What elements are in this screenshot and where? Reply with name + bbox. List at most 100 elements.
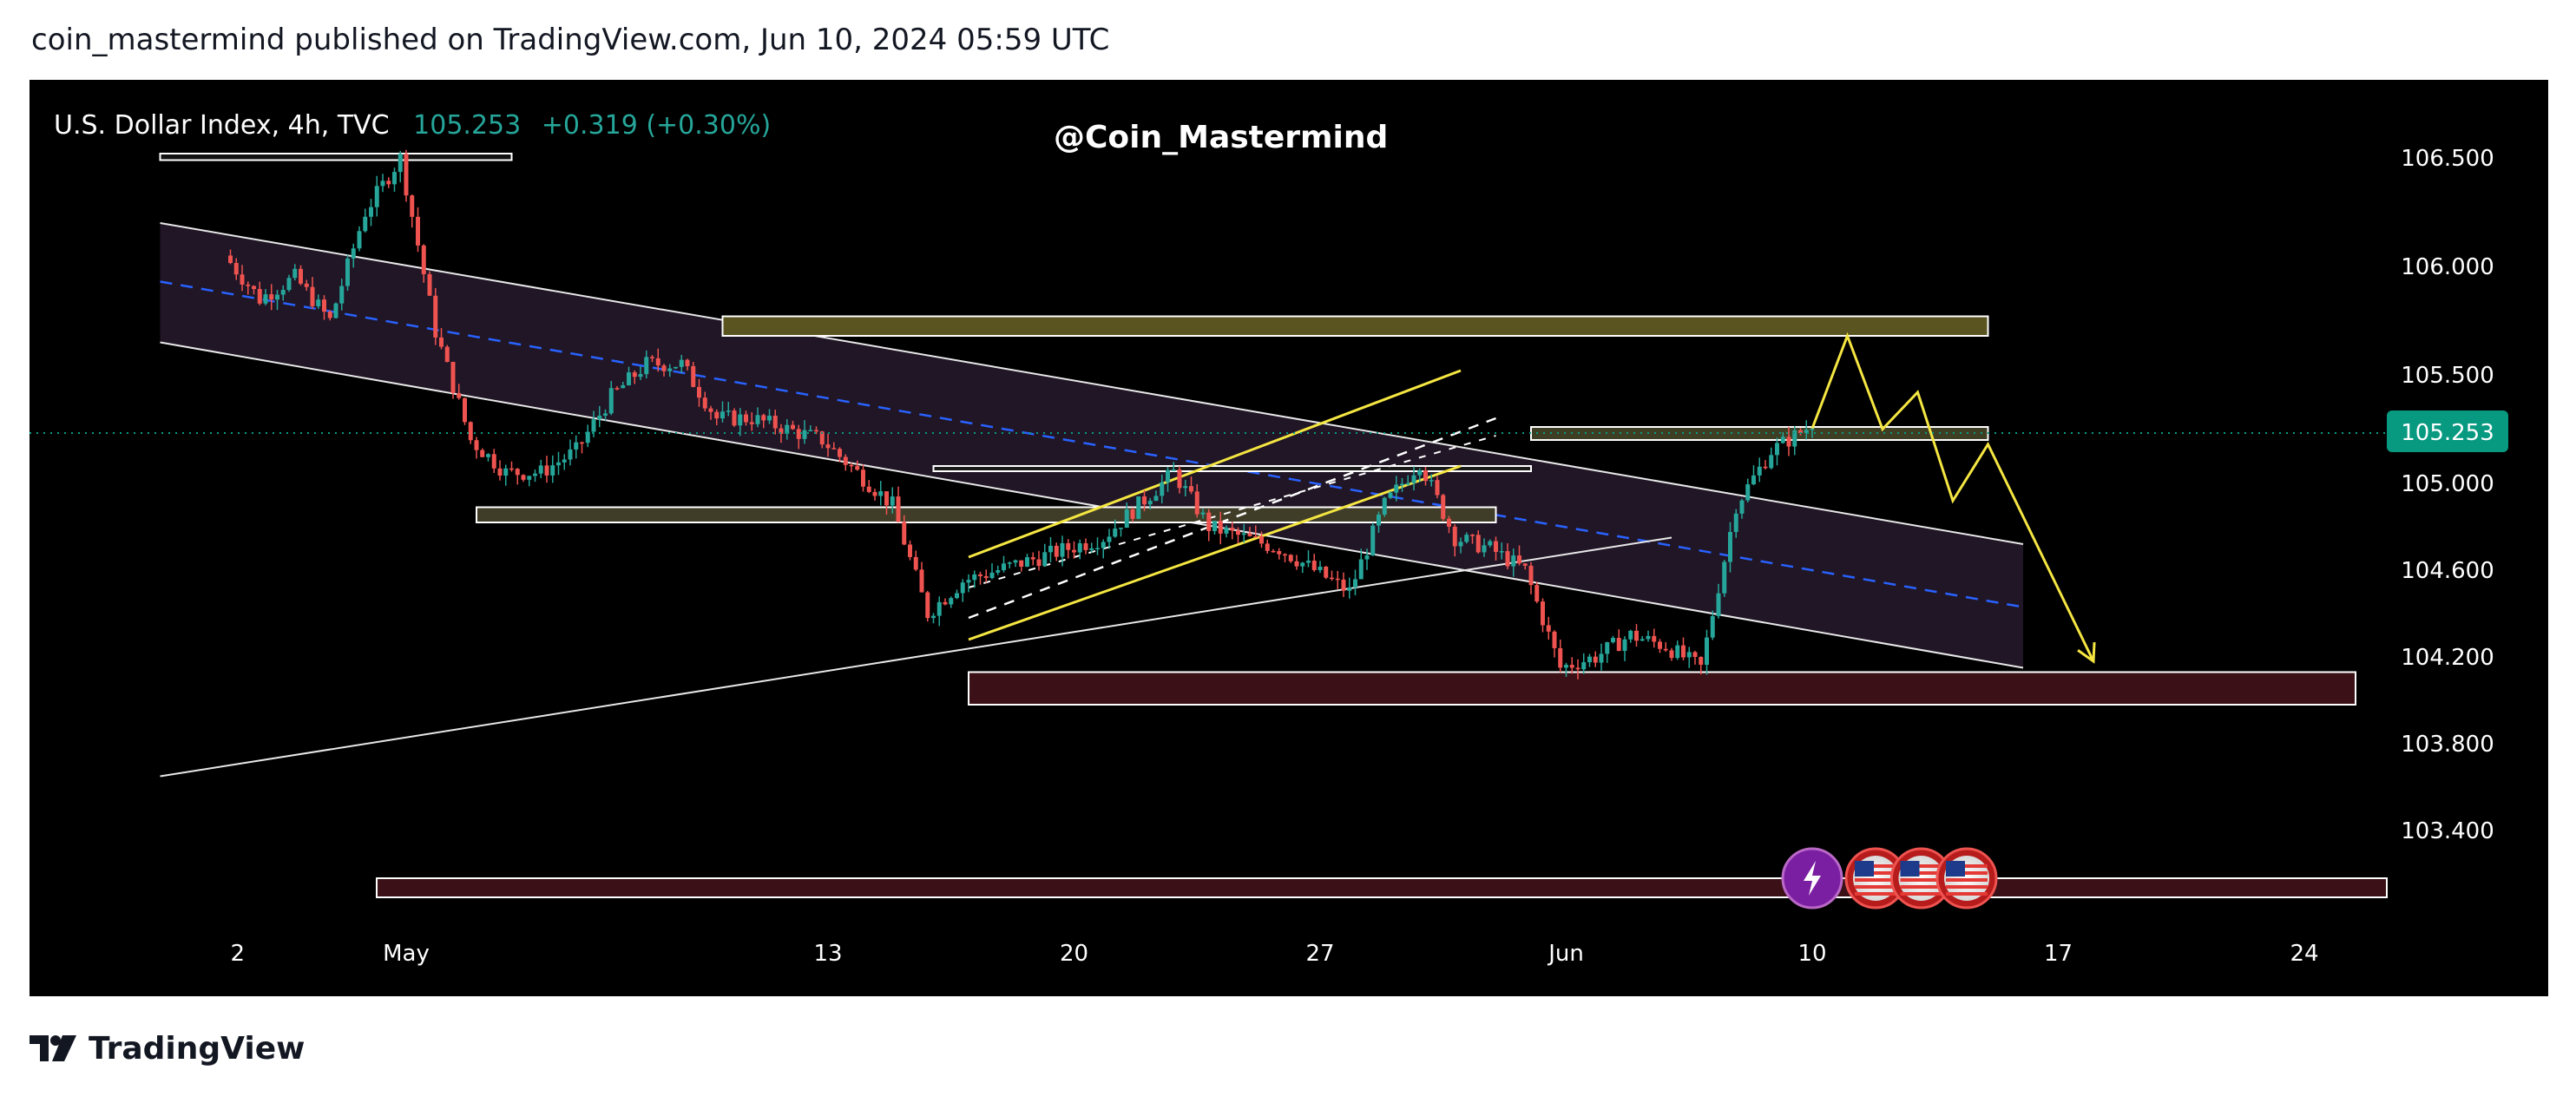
candle-body (1189, 486, 1193, 492)
chart-panel[interactable]: 106.500 106.000 105.500 105.000 104.600 104.2… (30, 80, 2548, 996)
candle (1206, 509, 1212, 542)
candle-body (1558, 647, 1563, 668)
candle-body (233, 263, 239, 275)
candle (1658, 639, 1662, 653)
candle-body (1206, 512, 1212, 532)
candle (919, 561, 924, 593)
candle (1710, 610, 1715, 640)
projection-path (1810, 332, 2095, 662)
us-flag-icon[interactable] (1935, 847, 1998, 909)
candle-body (1042, 552, 1048, 567)
candle-body (351, 248, 356, 259)
candle (1435, 476, 1440, 499)
zone-box (968, 671, 2356, 706)
candle (1019, 560, 1024, 572)
candle (667, 364, 673, 378)
candle-body (808, 430, 813, 432)
candle (322, 295, 326, 320)
candlestick-chart[interactable]: 106.500 106.000 105.500 105.000 104.600 104.2… (30, 80, 2548, 996)
candle (363, 208, 368, 233)
candle (738, 408, 743, 437)
candle-body (1013, 560, 1018, 563)
us-flag-icon[interactable] (1890, 847, 1952, 909)
candle (444, 345, 450, 363)
candle (286, 274, 292, 292)
candle (1745, 478, 1751, 502)
candle-body (720, 411, 725, 419)
candle-body (1675, 645, 1680, 659)
candle (1646, 630, 1651, 642)
candle (1160, 474, 1165, 504)
candle-body (1705, 637, 1709, 666)
candle (1002, 555, 1006, 573)
candle (1230, 522, 1235, 540)
flag-stripe (1946, 871, 1988, 875)
candle (252, 285, 256, 295)
candle (627, 366, 631, 386)
candle (468, 421, 473, 444)
candle-body (685, 359, 690, 366)
candle-body (1288, 555, 1293, 561)
candle (772, 410, 778, 435)
tradingview-logo[interactable]: TradingView (30, 1029, 305, 1067)
candle-body (632, 372, 637, 378)
candle (1546, 616, 1551, 640)
candle-body (228, 255, 233, 264)
candle (1288, 554, 1293, 563)
candle (1786, 426, 1791, 456)
candle-body (919, 569, 924, 593)
candle-body (1236, 530, 1240, 535)
candle-body (345, 258, 350, 286)
candle-body (691, 365, 696, 387)
candle-body (838, 449, 842, 457)
candle-body (708, 408, 713, 412)
candle (767, 409, 772, 424)
candle-body (1311, 561, 1317, 570)
candle-body (650, 357, 654, 358)
price-tick-label: 104.600 (2401, 558, 2494, 584)
candle (1042, 543, 1048, 568)
candle (1534, 581, 1540, 604)
candle-body (1119, 528, 1123, 529)
candle (1733, 509, 1738, 538)
candle-body (1552, 631, 1557, 648)
candle (1318, 561, 1323, 574)
candle (1622, 636, 1627, 661)
candle-body (902, 522, 907, 545)
candle-body (960, 582, 965, 594)
candle-body (533, 473, 537, 476)
candle (691, 362, 696, 388)
candle (480, 448, 485, 457)
candle-body (843, 456, 848, 465)
candle-body (1294, 561, 1299, 567)
candle-body (890, 496, 895, 506)
candle (515, 468, 520, 485)
candle-body (1792, 430, 1797, 447)
candle-body (1429, 480, 1434, 482)
candle-body (380, 181, 385, 187)
candle (1587, 653, 1592, 667)
candle-body (369, 207, 373, 217)
event-markers[interactable] (376, 847, 2388, 909)
candle-body (1564, 665, 1568, 668)
lightning-icon[interactable] (1781, 847, 1843, 909)
candle (878, 481, 884, 506)
candle (263, 289, 268, 306)
candle-body (1681, 645, 1686, 658)
us-flag-icon[interactable] (1844, 847, 1907, 909)
candle-body (357, 231, 362, 249)
candle-body (785, 424, 790, 434)
candle (1792, 426, 1797, 456)
candle (1025, 554, 1029, 568)
candle (1370, 522, 1376, 556)
candle (533, 469, 537, 483)
candle (843, 454, 848, 471)
candle (1166, 466, 1170, 492)
candle (943, 598, 948, 606)
candle (1095, 537, 1100, 555)
candle-body (1616, 638, 1621, 652)
candle-body (1147, 501, 1153, 505)
candle-body (884, 491, 889, 506)
candle (1628, 629, 1633, 643)
candle (1692, 650, 1698, 665)
